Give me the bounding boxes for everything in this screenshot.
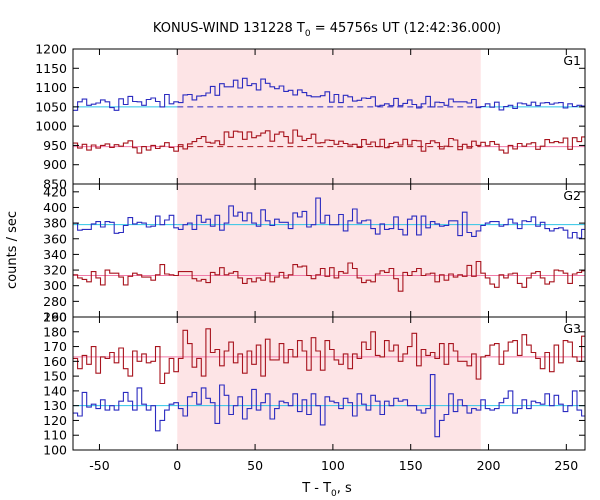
panel-g2-ytick-label: 400 bbox=[43, 200, 67, 215]
panel-g2-ytick-label: 360 bbox=[43, 231, 67, 246]
panel-g1-red-lightcurve bbox=[73, 129, 585, 154]
panel-g3-blue-lightcurve bbox=[73, 374, 585, 438]
panel-g3-ytick-label: 170 bbox=[43, 339, 67, 354]
panel-g3-ytick-label: 130 bbox=[43, 398, 67, 413]
xtick-label: 250 bbox=[554, 458, 578, 473]
panel-g1-ytick-label: 1100 bbox=[35, 80, 67, 95]
panel-g2-ytick-label: 380 bbox=[43, 216, 67, 231]
axes-layer bbox=[72, 48, 586, 451]
panel-g1-ytick-label: 1150 bbox=[35, 61, 67, 76]
panel-g3-ytick-label: 110 bbox=[43, 428, 67, 443]
panel-g2-ytick-label: 280 bbox=[43, 294, 67, 309]
panel-g3-label: G3 bbox=[563, 321, 581, 336]
panel-g2-red-lightcurve bbox=[73, 260, 585, 292]
panel-g3-ytick-label: 180 bbox=[43, 324, 67, 339]
panel-g3-ytick-label: 150 bbox=[43, 369, 67, 384]
panel-g1-blue-lightcurve bbox=[73, 77, 585, 111]
xtick-label: 50 bbox=[247, 458, 263, 473]
panel-g1-ytick-label: 1000 bbox=[35, 119, 67, 134]
panel-g3-ytick-label: 160 bbox=[43, 354, 67, 369]
panel-g1-ytick-label: 850 bbox=[43, 177, 67, 192]
panel-g2-ytick-label: 420 bbox=[43, 184, 67, 199]
panel-g1-label: G1 bbox=[563, 53, 581, 68]
panel-g2-label: G2 bbox=[563, 188, 581, 203]
panel-g3-ytick-label: 100 bbox=[43, 443, 67, 458]
panel-g1-ytick-label: 1200 bbox=[35, 42, 67, 57]
panel-g2-ytick-label: 300 bbox=[43, 278, 67, 293]
xtick-label: 100 bbox=[321, 458, 345, 473]
x-axis-label: T - T0, s bbox=[301, 481, 352, 499]
xtick-label: -50 bbox=[89, 458, 109, 473]
panel-g2-ytick-label: 260 bbox=[43, 310, 67, 325]
series-layer bbox=[73, 77, 585, 438]
chart-title: KONUS-WIND 131228 T0 = 45756s UT (12:42:… bbox=[153, 21, 501, 39]
y-axis-label: counts / sec bbox=[5, 211, 20, 289]
panel-g3-ytick-label: 190 bbox=[43, 310, 67, 325]
panel-g3-red-lightcurve bbox=[73, 328, 585, 385]
panel-g2-blue-lightcurve bbox=[73, 197, 585, 239]
panel-g3-frame bbox=[72, 316, 586, 451]
panel-g1-ytick-label: 950 bbox=[43, 138, 67, 153]
xtick-label: 150 bbox=[399, 458, 423, 473]
panel-g2-ytick-label: 320 bbox=[43, 263, 67, 278]
panel-g3-ytick-label: 140 bbox=[43, 383, 67, 398]
panel-g2-ytick-label: 340 bbox=[43, 247, 67, 262]
panel-g1-ytick-label: 1050 bbox=[35, 99, 67, 114]
text-layer: KONUS-WIND 131228 T0 = 45756s UT (12:42:… bbox=[5, 21, 581, 499]
panel-g3-ytick-label: 120 bbox=[43, 413, 67, 428]
panel-g1-ytick-label: 900 bbox=[43, 157, 67, 172]
xtick-label: 200 bbox=[477, 458, 501, 473]
xtick-label: 0 bbox=[173, 458, 181, 473]
